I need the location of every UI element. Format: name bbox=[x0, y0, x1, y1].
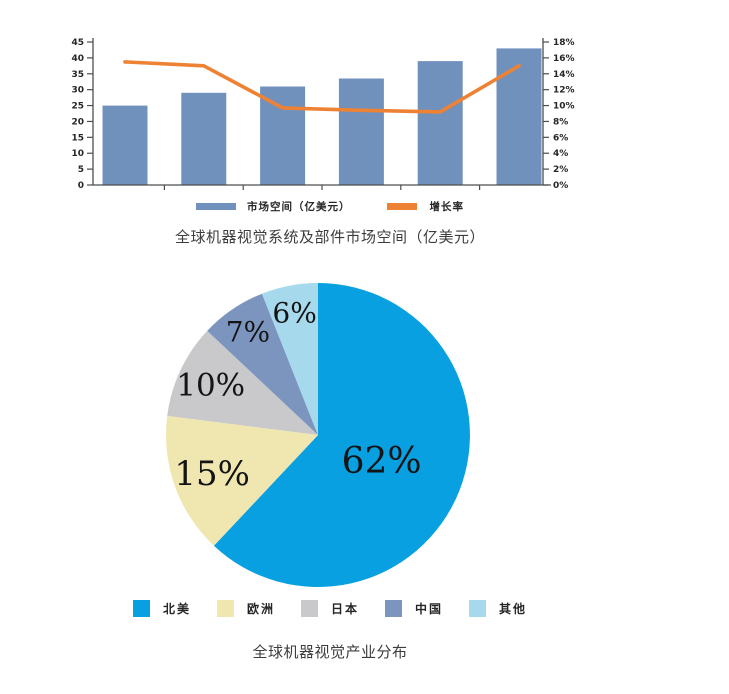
pie-slice-其他 bbox=[262, 283, 318, 435]
pie-slice-中国 bbox=[207, 293, 318, 435]
pie-legend-label: 日本 bbox=[330, 602, 359, 616]
bar-market-space bbox=[102, 105, 148, 185]
bar-market-space bbox=[181, 92, 227, 185]
pie-legend-swatch bbox=[300, 600, 318, 617]
pie-legend-swatch bbox=[385, 600, 402, 617]
bar-market-space bbox=[338, 78, 384, 185]
right-axis-tick-label: 10% bbox=[553, 102, 575, 112]
left-axis-tick-label: 40 bbox=[71, 54, 84, 64]
bar-market-space bbox=[260, 86, 306, 185]
legend-item-growth-rate: 增长率 bbox=[386, 199, 465, 214]
pie-slice-value-label: 62% bbox=[342, 441, 422, 482]
left-axis-tick-label: 35 bbox=[71, 70, 84, 80]
left-axis-tick-label: 30 bbox=[71, 86, 84, 96]
right-axis-tick-label: 8% bbox=[553, 117, 568, 127]
left-axis-tick-label: 10 bbox=[71, 149, 84, 159]
right-axis-tick-label: 18% bbox=[553, 38, 575, 48]
legend-item-market-space: 市场空间（亿美元） bbox=[196, 199, 351, 214]
right-axis-tick-label: 2% bbox=[553, 165, 568, 175]
bar-market-space bbox=[417, 61, 463, 185]
right-axis-tick-label: 12% bbox=[553, 86, 575, 96]
pie-legend-label: 中国 bbox=[415, 602, 444, 616]
growth-rate-line bbox=[123, 60, 521, 114]
bar-market-space bbox=[496, 48, 542, 186]
right-axis-tick-label: 6% bbox=[553, 133, 568, 143]
pie-slice-欧洲 bbox=[165, 415, 318, 546]
pie-legend-label: 北美 bbox=[162, 602, 191, 616]
left-axis-tick-label: 45 bbox=[71, 38, 84, 48]
left-axis-tick-label: 5 bbox=[78, 165, 84, 175]
pie-legend-swatch bbox=[132, 600, 150, 617]
left-axis-tick-label: 20 bbox=[71, 117, 84, 127]
right-axis-tick-label: 14% bbox=[553, 70, 575, 80]
pie-chart-caption: 全球机器视觉产业分布 bbox=[252, 644, 408, 661]
line-series-swatch bbox=[386, 203, 417, 210]
combo-chart-canvas: 0 5 10 15 20 25 30 35 40 45 0% 2% 4% 6% 8% 10% 12% 14% 16%… bbox=[71, 38, 575, 191]
combo-chart-legend: 市场空间（亿美元） 增长率 bbox=[0, 199, 660, 214]
pie-chart-legend: 北美 欧洲 日本 中国 其他 bbox=[0, 600, 660, 617]
pie-slice-value-label: 15% bbox=[174, 454, 250, 494]
pie-legend-swatch bbox=[216, 600, 234, 617]
pie-slice-北美 bbox=[213, 283, 470, 587]
right-axis-tick-label: 4% bbox=[553, 149, 568, 159]
pie-legend-item-欧洲: 欧洲 bbox=[216, 600, 275, 617]
left-axis-tick-label: 0 bbox=[78, 181, 84, 191]
left-axis-tick-label: 15 bbox=[71, 133, 84, 143]
pie-slice-日本 bbox=[167, 330, 318, 435]
pie-legend-swatch bbox=[469, 600, 487, 617]
pie-legend-label: 其他 bbox=[499, 602, 528, 616]
pie-slice-value-label: 6% bbox=[272, 296, 316, 329]
right-axis-tick-label: 0% bbox=[553, 181, 568, 191]
line-series-label: 增长率 bbox=[429, 201, 464, 213]
pie-slice-value-label: 10% bbox=[176, 367, 245, 403]
combo-chart-caption: 全球机器视觉系统及部件市场空间（亿美元） bbox=[174, 229, 485, 246]
right-axis-tick-label: 16% bbox=[553, 54, 575, 64]
pie-legend-item-北美: 北美 bbox=[132, 600, 191, 617]
bar-series-label: 市场空间（亿美元） bbox=[247, 201, 351, 213]
pie-legend-label: 欧洲 bbox=[246, 602, 275, 616]
pie-legend-item-日本: 日本 bbox=[300, 600, 359, 617]
pie-legend-item-中国: 中国 bbox=[385, 600, 443, 617]
left-axis-tick-label: 25 bbox=[71, 102, 84, 112]
pie-chart-canvas: 62% 15% 10% 7%6% bbox=[165, 283, 470, 587]
pie-slice-value-label: 7% bbox=[226, 316, 270, 349]
bar-series-swatch bbox=[196, 203, 236, 210]
pie-legend-item-其他: 其他 bbox=[469, 600, 527, 617]
